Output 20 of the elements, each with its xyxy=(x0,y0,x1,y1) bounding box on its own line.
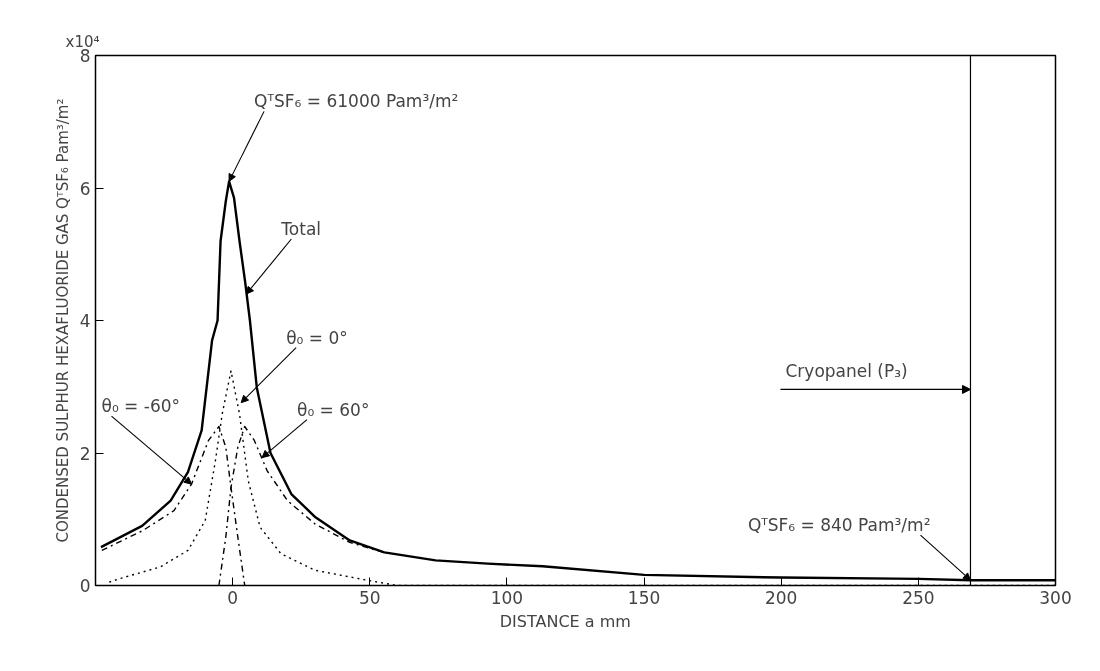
annotation: QᵀSF₆ = 840 Pam³/m² xyxy=(747,515,931,536)
annotation: QᵀSF₆ = 61000 Pam³/m² xyxy=(254,91,459,112)
x-tick-label: 250 xyxy=(902,587,935,608)
x-tick-label: 100 xyxy=(490,587,524,608)
x-tick-label: 300 xyxy=(1039,587,1072,608)
x-axis-title: DISTANCE a mm xyxy=(499,611,631,631)
y-axis-title: CONDENSED SULPHUR HEXAFLUORIDE GAS QᵀSF₆ Pam³/m² xyxy=(53,98,72,543)
x-tick-label: 150 xyxy=(627,587,661,608)
ref-line-label: Cryopanel (P₃) xyxy=(785,361,908,382)
x-tick-label: 200 xyxy=(764,587,798,608)
x-tick-label: 0 xyxy=(227,587,239,608)
y-tick-label: 4 xyxy=(79,311,91,331)
y-tick-label: 2 xyxy=(79,443,91,464)
annotation: θ₀ = 60° xyxy=(296,399,370,420)
x-tick-label: 50 xyxy=(358,587,381,608)
annotation: θ₀ = -60° xyxy=(101,396,181,417)
annotation: θ₀ = 0° xyxy=(286,327,348,348)
y-tick-label: 8 xyxy=(79,46,91,66)
annotation: Total xyxy=(280,219,322,239)
y-tick-label: 6 xyxy=(79,178,91,199)
